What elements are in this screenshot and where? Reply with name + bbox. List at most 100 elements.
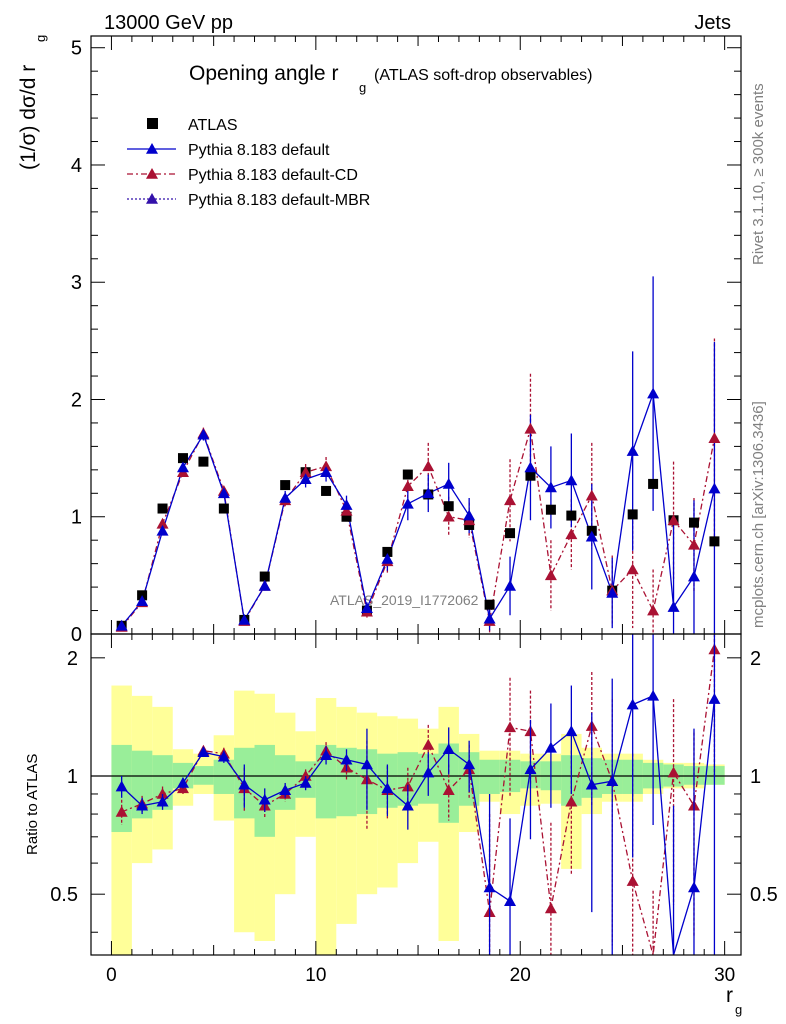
atlas-point [709,536,720,547]
ratio-default-point [524,763,537,775]
ratio-default-point [422,766,435,778]
default-cd-point [504,494,517,506]
band-yellow [315,698,337,955]
ratio-default-cd-point [544,902,557,914]
ratio-tick-label-left: 2 [67,648,78,670]
x-label-main: r [726,984,733,1007]
legend-marker-atlas [147,118,158,129]
x-tick-label: 20 [510,965,531,986]
ratio-default-point [156,795,169,807]
default-point [217,487,230,499]
ratio-default-point [360,758,373,770]
ratio-default-point [565,725,578,737]
atlas-point [280,480,291,491]
default-point [176,461,189,473]
default-point [238,613,251,625]
default-point [197,428,210,440]
ratio-default-point [483,881,496,893]
ratio-frame [90,633,742,956]
default-cd-point [422,460,435,472]
legend-marker [146,143,158,154]
ratio-default-point [136,799,149,811]
header-right: Jets [694,12,731,34]
default-cd-point [524,422,537,434]
title-sub: g [359,80,366,95]
ratio-default-point [320,749,333,760]
title-rest: (ATLAS soft-drop observables) [374,67,592,84]
ratio-line-default [121,694,716,956]
ratio-y-label: Ratio to ATLAS [24,754,41,855]
ratio-default-point [115,780,128,792]
x-tick-label: 10 [305,965,326,986]
default-point [463,509,476,521]
default-point [279,491,292,503]
watermark: ATLAS_2019_I1772062 [330,592,479,608]
ratio-default-point [279,784,292,796]
default-point [647,387,660,399]
atlas-point [341,511,352,522]
main-series [115,276,721,634]
ratio-default-cd-point [565,795,578,807]
default-cd-point [687,538,700,550]
atlas-point [321,485,332,496]
ratio-default-cd-point [667,766,680,778]
ratio-series [115,634,721,956]
mcplots-label: mcplots.cern.ch [arXiv:1306.3436] [750,401,767,628]
default-point [504,579,517,591]
default-cd-point [708,432,721,443]
default-point [708,482,721,494]
default-cd-point [565,528,578,540]
atlas-point [218,503,229,514]
legend-marker [146,193,158,204]
y-tick-label: 1 [71,507,82,529]
atlas-point [382,546,393,557]
y-axis-label: (1/σ) dσ/d r g [17,35,48,170]
atlas-point [443,501,454,512]
ratio-default-point [606,775,619,787]
atlas-point [566,510,577,521]
ratio-default-point [687,881,700,893]
ratio-default-cd-point [442,784,455,796]
ratio-default-cd-point [626,875,639,886]
default-point [585,530,598,542]
legend-label: ATLAS [188,117,238,134]
atlas-point [177,453,188,464]
y-tick-label: 5 [71,38,82,60]
ratio-tick-label-right: 0.5 [750,884,778,906]
band-green [438,743,459,823]
ratio-default-cd-point [422,738,435,750]
ratio-default-point [381,782,394,794]
ratio-default-point [442,743,455,755]
legend-marker [146,168,158,179]
watermark-group: ATLAS_2019_I1772062 [330,592,479,608]
ratio-tick-label-left: 0.5 [50,884,78,906]
ratio-default-cd-point [115,805,128,817]
y-tick-label: 0 [71,624,82,646]
ratio-default-point [176,776,189,788]
mcplots-text: mcplots.cern.ch [arXiv:1306.3436] [750,401,767,628]
title-main: Opening angle r [189,62,338,85]
default-point [442,477,455,489]
band-green [315,744,337,819]
rivet-label: Rivet 3.1.10, ≥ 300k events [750,83,767,265]
default-point [115,619,128,631]
ratio-default-point [197,746,210,757]
rivet-text: Rivet 3.1.10, ≥ 300k events [750,83,767,265]
ratio-line-default-cd [121,649,716,956]
default-cd-point [647,604,660,616]
axes: 0 10 20 30 0 1 2 3 4 5 0.5 0.5 1 1 2 2 [50,35,778,986]
ratio-default-point [708,693,721,704]
ratio-bands [91,685,741,955]
ratio-default-cd-point [504,721,517,733]
ratio-default-point [463,758,476,770]
default-cd-point [667,514,680,526]
default-point [340,499,353,510]
ratio-y-axis-label: Ratio to ATLAS [24,754,41,855]
default-point [299,473,312,485]
ratio-default-point [647,689,660,701]
default-point [667,601,680,612]
ratio-default-point [217,750,230,762]
legend: ATLAS Pythia 8.183 default Pythia 8.183 de… [127,117,370,209]
atlas-point [627,509,638,520]
